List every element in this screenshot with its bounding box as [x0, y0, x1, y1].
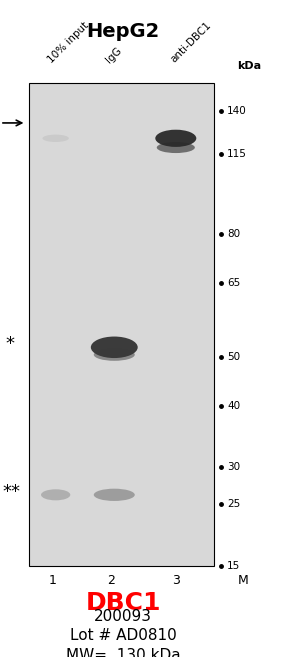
Text: anti-DBC1: anti-DBC1	[169, 20, 213, 64]
Text: 3: 3	[172, 574, 180, 587]
Ellipse shape	[91, 336, 138, 358]
Text: **: **	[3, 483, 21, 501]
Text: 50: 50	[227, 351, 240, 361]
Text: 1: 1	[49, 574, 57, 587]
Ellipse shape	[94, 348, 135, 361]
Text: 2: 2	[108, 574, 115, 587]
Text: 200093: 200093	[94, 608, 152, 623]
Text: 80: 80	[227, 229, 240, 238]
Text: DBC1: DBC1	[85, 591, 161, 616]
Text: 25: 25	[227, 499, 240, 509]
Text: M: M	[238, 574, 248, 587]
Text: 115: 115	[227, 148, 247, 159]
Ellipse shape	[41, 489, 70, 501]
Text: kDa: kDa	[237, 60, 261, 71]
Text: MW=  130 kDa: MW= 130 kDa	[66, 648, 180, 657]
Text: IgG: IgG	[104, 45, 124, 64]
FancyBboxPatch shape	[29, 83, 214, 566]
Text: HepG2: HepG2	[86, 22, 160, 41]
Text: 40: 40	[227, 401, 240, 411]
Ellipse shape	[155, 129, 196, 147]
Ellipse shape	[94, 489, 135, 501]
Text: *: *	[6, 335, 15, 353]
Text: 140: 140	[227, 106, 247, 116]
Text: 65: 65	[227, 278, 240, 288]
Ellipse shape	[42, 135, 69, 142]
Text: 15: 15	[227, 560, 240, 570]
Text: 10% input: 10% input	[46, 20, 91, 64]
Text: Lot # AD0810: Lot # AD0810	[70, 628, 176, 643]
Text: 30: 30	[227, 462, 240, 472]
Ellipse shape	[157, 142, 195, 153]
